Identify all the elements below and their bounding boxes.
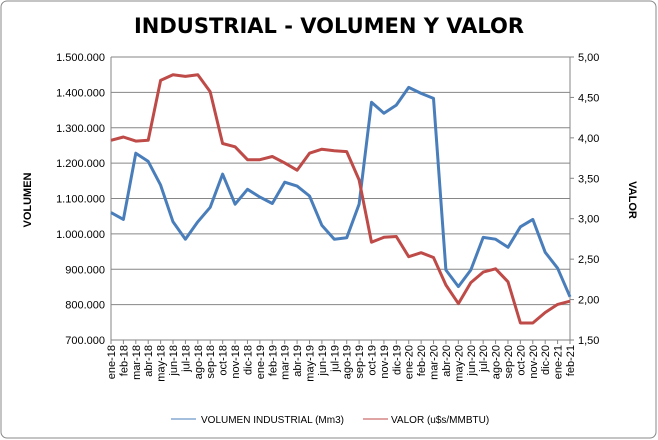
x-tick-label: jul-18 xyxy=(180,345,192,373)
x-tick-label: mar-19 xyxy=(280,345,292,380)
y2-axis-ticks: 1,50 2,00 2,50 3,00 3,50 4,00 4,50 5,00 xyxy=(578,52,599,347)
x-tick-label: ago-18 xyxy=(193,345,205,379)
y-tick-label: 800.000 xyxy=(65,300,105,312)
x-tick-label: feb-19 xyxy=(267,345,279,376)
x-tick-label: feb-21 xyxy=(565,345,577,376)
x-tick-label: jun-19 xyxy=(317,345,329,377)
y2-tick-label: 4,50 xyxy=(578,92,599,104)
x-tick-label: may-20 xyxy=(453,345,465,382)
y-axis-label: VOLUMEN xyxy=(22,172,34,227)
x-tick-label: dic-19 xyxy=(391,345,403,375)
x-tick-label: ene-18 xyxy=(106,345,118,379)
x-tick-label: jun-18 xyxy=(168,345,180,377)
y-tick-label: 900.000 xyxy=(65,264,105,276)
x-tick-label: dic-20 xyxy=(540,345,552,375)
chart-title: INDUSTRIAL - VOLUMEN Y VALOR xyxy=(134,14,524,38)
x-tick-label: may-19 xyxy=(304,345,316,382)
y2-tick-label: 1,50 xyxy=(578,335,599,347)
y-tick-label: 1.000.000 xyxy=(56,229,105,241)
y-axis-ticks: 700.000 800.000 900.000 1.000.000 1.100.000 1… xyxy=(56,52,105,347)
series-line-volumen xyxy=(110,85,572,298)
x-tick-label: sep-20 xyxy=(503,345,515,379)
x-tick-label: ago-19 xyxy=(342,345,354,379)
legend-label-volumen: VOLUMEN INDUSTRIAL (Mm3) xyxy=(201,415,344,426)
y-tick-label: 1.500.000 xyxy=(56,52,105,64)
y2-tick-label: 3,00 xyxy=(578,214,599,226)
axes xyxy=(110,57,571,344)
x-tick-label: mar-20 xyxy=(429,345,441,380)
x-tick-label: sep-18 xyxy=(205,345,217,379)
x-tick-label: jul-19 xyxy=(329,345,341,373)
x-tick-label: may-18 xyxy=(156,345,168,382)
y-tick-label: 1.400.000 xyxy=(56,87,105,99)
x-tick-label: oct-20 xyxy=(515,345,527,376)
x-tick-label: oct-19 xyxy=(367,345,379,376)
x-tick-label: mar-18 xyxy=(131,345,143,380)
x-tick-label: dic-18 xyxy=(242,345,254,375)
x-tick-label: ene-21 xyxy=(553,345,565,379)
x-tick-label: abr-19 xyxy=(292,345,304,377)
y2-tick-label: 2,00 xyxy=(578,295,599,307)
x-tick-label: feb-18 xyxy=(118,345,130,376)
legend: VOLUMEN INDUSTRIAL (Mm3) VALOR (u$s/MMBT… xyxy=(171,415,489,426)
y2-axis-label: VALOR xyxy=(626,181,638,219)
x-tick-label: oct-18 xyxy=(218,345,230,376)
y-tick-label: 1.300.000 xyxy=(56,123,105,135)
y2-tick-label: 3,50 xyxy=(578,173,599,185)
x-tick-label: abr-20 xyxy=(441,345,453,377)
x-tick-label: ago-20 xyxy=(491,345,503,379)
y-tick-label: 700.000 xyxy=(65,335,105,347)
series-line-valor xyxy=(110,73,571,325)
x-tick-label: nov-19 xyxy=(379,345,391,379)
x-tick-label: jul-20 xyxy=(478,345,490,373)
x-tick-label: nov-18 xyxy=(230,345,242,379)
y2-tick-label: 2,50 xyxy=(578,254,599,266)
y2-tick-label: 4,00 xyxy=(578,133,599,145)
x-tick-label: feb-20 xyxy=(416,345,428,376)
x-tick-label: abr-18 xyxy=(143,345,155,377)
x-axis-ticks: ene-18 feb-18 mar-18 abr-18 may-18 jun-18 jul-… xyxy=(106,345,577,382)
series-lines xyxy=(110,73,572,325)
x-tick-label: jun-20 xyxy=(466,345,478,377)
x-tick-label: ene-20 xyxy=(404,345,416,379)
x-tick-label: sep-19 xyxy=(354,345,366,379)
x-tick-label: nov-20 xyxy=(528,345,540,379)
x-tick-label: ene-19 xyxy=(255,345,267,379)
y2-tick-label: 5,00 xyxy=(578,52,599,64)
y-tick-label: 1.100.000 xyxy=(56,194,105,206)
y-tick-label: 1.200.000 xyxy=(56,158,105,170)
legend-label-valor: VALOR (u$s/MMBTU) xyxy=(391,415,489,426)
